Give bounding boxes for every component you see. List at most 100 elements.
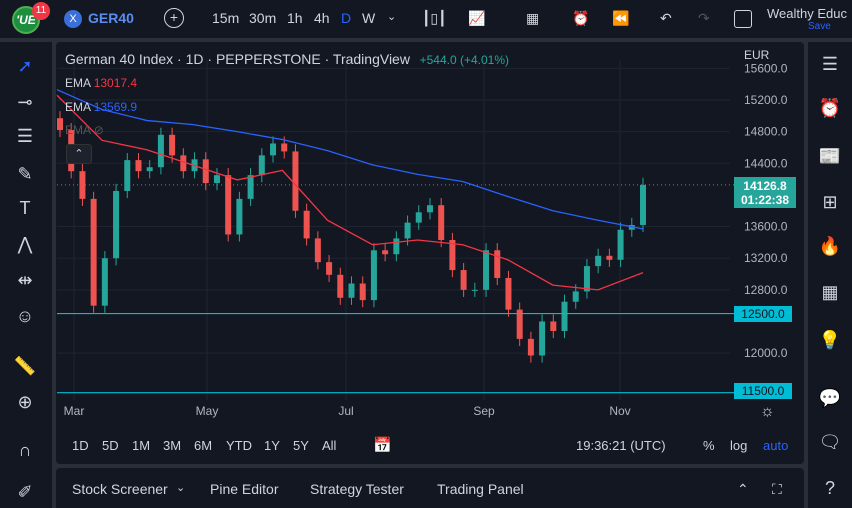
- chat-icon[interactable]: 💬: [818, 388, 842, 408]
- interval-d[interactable]: D: [341, 10, 352, 26]
- ideas-bulb-icon[interactable]: 💡: [818, 330, 842, 350]
- indicators-icon[interactable]: 📈: [468, 10, 486, 26]
- percent-toggle[interactable]: %: [703, 438, 715, 453]
- candle-body: [348, 283, 355, 298]
- candle-body: [337, 274, 344, 298]
- range-1m[interactable]: 1M: [132, 438, 151, 453]
- y-tick-label: 14400.0: [744, 156, 788, 170]
- redo-icon[interactable]: ↷: [698, 10, 710, 26]
- candle-body: [292, 151, 299, 211]
- ruler-icon[interactable]: 📏: [13, 356, 37, 376]
- account-name[interactable]: Wealthy Educ: [767, 6, 847, 21]
- layouts-icon[interactable]: ▦: [526, 10, 540, 26]
- tab-trading-panel[interactable]: Trading Panel: [437, 481, 524, 497]
- watchlist-icon[interactable]: ☰: [821, 54, 839, 74]
- candle-body: [404, 222, 411, 239]
- trend-line-icon[interactable]: ⊸: [17, 92, 33, 112]
- ema-blue-value: 13569.9: [93, 100, 138, 114]
- interval-1h[interactable]: 1h: [287, 10, 303, 26]
- replay-icon[interactable]: ⏪: [612, 10, 630, 26]
- candle-body: [438, 205, 445, 241]
- news-icon[interactable]: 📰: [818, 146, 842, 166]
- candle-body: [247, 175, 254, 199]
- undo-icon[interactable]: ↶: [660, 10, 672, 26]
- symbol-search[interactable]: GER40: [88, 10, 134, 26]
- candle-body: [180, 155, 187, 172]
- candle-body: [236, 198, 243, 235]
- candle-body: [572, 291, 579, 302]
- level-tag-11500: 11500.0: [734, 383, 792, 399]
- range-3m[interactable]: 3M: [163, 438, 182, 453]
- candle-body: [449, 240, 456, 271]
- fullscreen-box-icon[interactable]: [734, 10, 752, 28]
- pattern-icon[interactable]: ⋀: [17, 234, 33, 254]
- range-ytd[interactable]: YTD: [226, 438, 252, 453]
- right-toolbar: ☰ ⏰ 📰 ⊞ 🔥 ▦ 💡 💬 🗨 ?: [808, 42, 852, 508]
- goto-date-icon[interactable]: 📅: [373, 437, 392, 454]
- hidden-eye-icon[interactable]: ⊘: [93, 123, 104, 137]
- log-toggle[interactable]: log: [730, 438, 748, 453]
- calendar-icon[interactable]: ▦: [821, 282, 839, 302]
- price-chart[interactable]: 15600.0 15200.0 14800.0 14400.0 13600.0 13200…: [0, 0, 852, 428]
- ema-red-value: 13017.4: [93, 76, 138, 90]
- range-1d[interactable]: 1D: [72, 438, 89, 453]
- candle-body: [90, 198, 97, 306]
- y-tick-label: 15600.0: [744, 61, 788, 75]
- emoji-icon[interactable]: ☺: [15, 306, 35, 326]
- text-icon[interactable]: T: [19, 198, 31, 218]
- fib-icon[interactable]: ☰: [16, 126, 34, 146]
- chart-title: German 40 Index · 1D · PEPPERSTONE · Tra…: [65, 51, 410, 67]
- candle-body: [146, 167, 153, 172]
- y-tick-label: 14800.0: [744, 125, 788, 139]
- add-list-icon[interactable]: ⊞: [822, 192, 838, 212]
- ema-legend-1[interactable]: EMA 13017.4: [65, 76, 138, 90]
- y-tick-label: 15200.0: [744, 93, 788, 107]
- lock-drawing-icon[interactable]: ✐: [17, 482, 33, 502]
- range-5d[interactable]: 5D: [102, 438, 119, 453]
- alert-icon[interactable]: ⏰: [572, 10, 590, 26]
- range-5y[interactable]: 5Y: [293, 438, 309, 453]
- save-button[interactable]: Save: [808, 21, 831, 32]
- interval-w[interactable]: W: [362, 10, 376, 26]
- interval-15m[interactable]: 15m: [212, 10, 240, 26]
- interval-4h[interactable]: 4h: [314, 10, 330, 26]
- collapse-panel-icon[interactable]: ⌃: [737, 481, 749, 497]
- range-all[interactable]: All: [322, 438, 337, 453]
- candles-type-icon[interactable]: ┃▯┃: [422, 10, 447, 26]
- clock-timezone[interactable]: 19:36:21 (UTC): [576, 438, 666, 453]
- x-tick-label: Nov: [609, 404, 630, 418]
- hotlist-fire-icon[interactable]: 🔥: [818, 236, 842, 256]
- brush-icon[interactable]: ✎: [17, 164, 33, 184]
- compare-add-icon[interactable]: +: [164, 8, 184, 28]
- candle-body: [527, 338, 534, 356]
- ema-legend-2[interactable]: EMA 13569.9: [65, 100, 138, 114]
- zoom-icon[interactable]: ⊕: [17, 392, 33, 412]
- range-6m[interactable]: 6M: [194, 438, 213, 453]
- currency-select[interactable]: EUR: [744, 48, 770, 62]
- tab-stock-screener[interactable]: Stock Screener: [72, 481, 168, 497]
- tab-strategy-tester[interactable]: Strategy Tester: [310, 481, 404, 497]
- interval-30m[interactable]: 30m: [249, 10, 277, 26]
- candle-body: [79, 171, 86, 199]
- tab-pine-editor[interactable]: Pine Editor: [210, 481, 279, 497]
- ema-legend-3[interactable]: EMA ⊘: [65, 123, 104, 137]
- messages-icon[interactable]: 🗨: [818, 432, 842, 452]
- candle-body: [101, 258, 108, 306]
- candle-body: [382, 250, 389, 255]
- interval-dropdown-icon[interactable]: ⌄: [387, 11, 397, 23]
- prediction-icon[interactable]: ⇹: [17, 270, 33, 290]
- alarm-clock-icon[interactable]: ⏰: [818, 98, 842, 118]
- auto-toggle[interactable]: auto: [763, 438, 789, 453]
- candle-body: [370, 250, 377, 301]
- screener-dropdown-icon[interactable]: ⌄: [176, 482, 186, 494]
- help-icon[interactable]: ?: [824, 478, 835, 498]
- range-1y[interactable]: 1Y: [264, 438, 280, 453]
- cursor-icon[interactable]: ➚: [17, 56, 33, 76]
- candle-body: [314, 238, 321, 263]
- collapse-legend-button[interactable]: ⌃: [66, 144, 92, 164]
- maximize-panel-icon[interactable]: ⛶: [772, 481, 782, 497]
- settings-gear-icon[interactable]: ☼: [760, 403, 775, 420]
- candle-body: [550, 321, 557, 331]
- magnet-icon[interactable]: ∩: [18, 440, 32, 460]
- candle-body: [258, 155, 265, 176]
